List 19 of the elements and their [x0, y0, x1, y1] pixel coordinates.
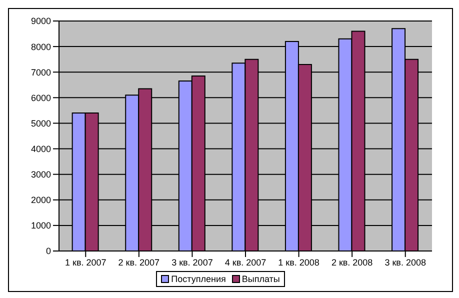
x-tick-label: 1 кв. 2008: [278, 257, 320, 268]
x-tick-label: 1 кв. 2007: [65, 257, 106, 268]
y-tick-label: 0: [46, 246, 51, 256]
x-tick-label: 3 кв. 2007: [172, 257, 213, 268]
x-tick-label: 2 кв. 2007: [118, 257, 160, 268]
legend-label: Выплаты: [240, 274, 280, 284]
y-tick-label: 9000: [30, 16, 51, 26]
legend-label: Поступления: [170, 274, 226, 284]
x-tick-label: 2 кв. 2008: [331, 257, 373, 268]
y-tick-label: 4000: [30, 144, 51, 154]
y-tick-label: 5000: [30, 118, 51, 128]
y-tick-label: 6000: [30, 92, 51, 103]
y-tick-label: 3000: [30, 170, 51, 180]
x-tick-label: 3 кв. 2008: [384, 257, 426, 268]
y-tick-label: 7000: [30, 67, 51, 78]
y-tick-label: 8000: [30, 42, 51, 52]
y-tick-label: 2000: [30, 195, 51, 206]
y-tick-label: 1000: [30, 220, 51, 231]
x-tick-label: 4 кв. 2007: [224, 257, 266, 268]
